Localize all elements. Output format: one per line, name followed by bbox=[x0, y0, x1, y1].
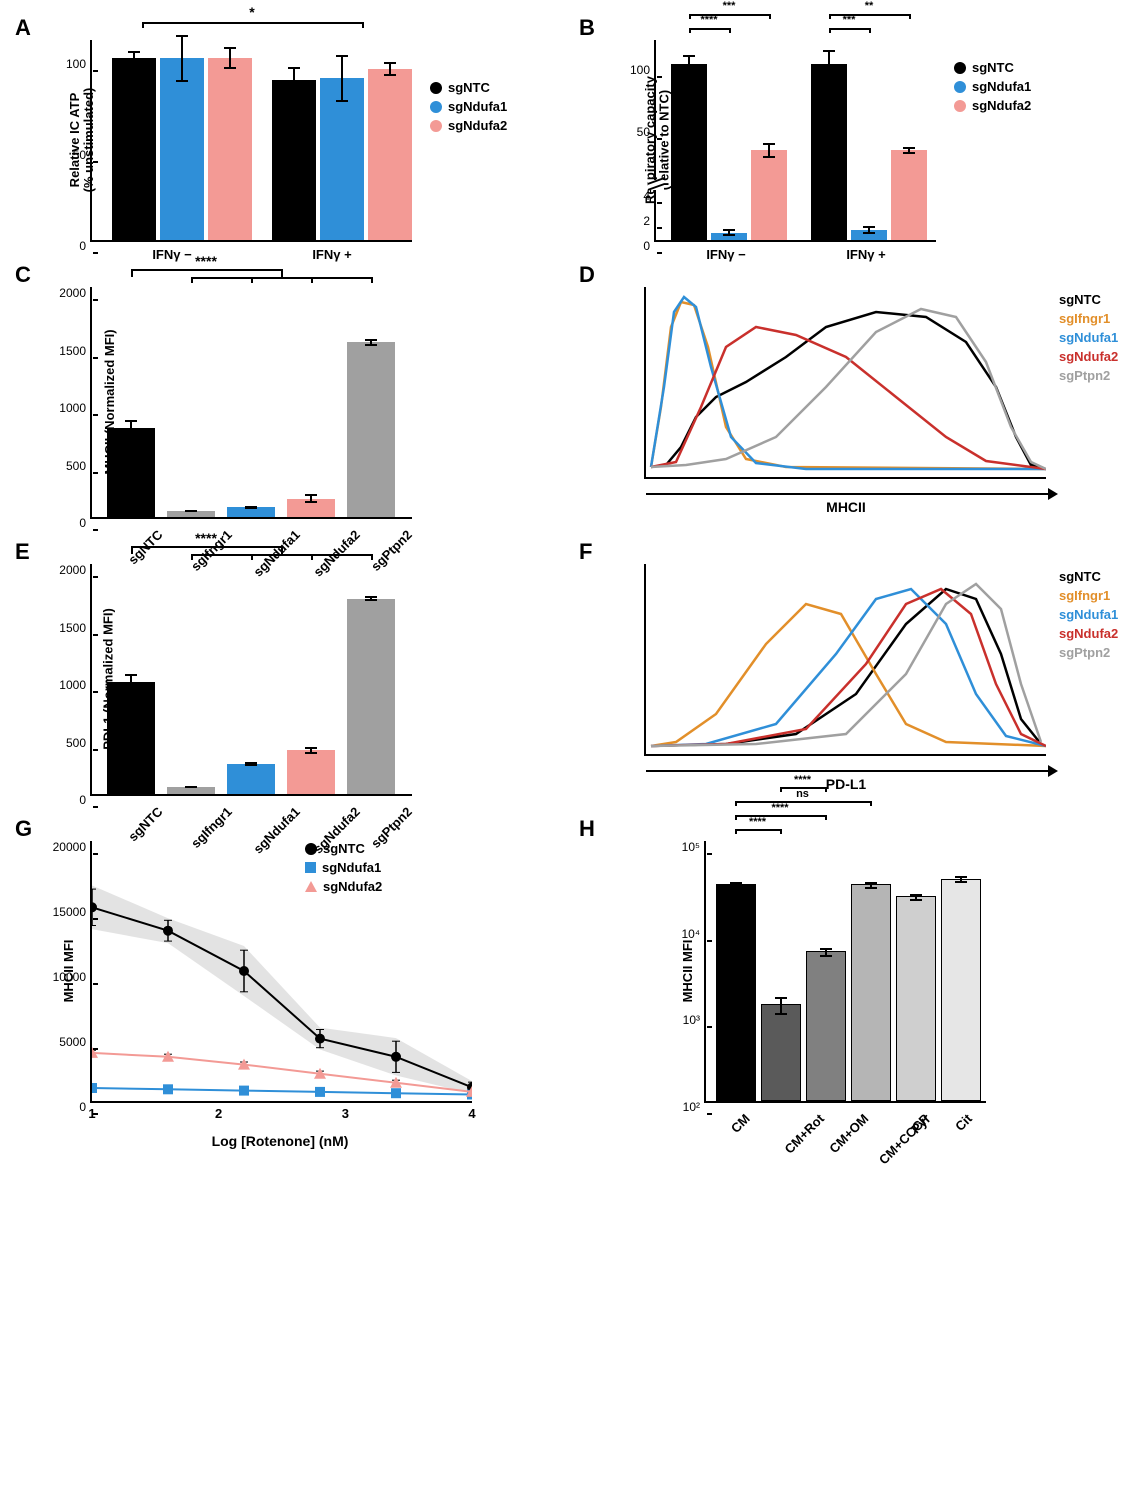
chart-a-area: Relative IC ATP(% unstimulated) 050100IF… bbox=[90, 40, 412, 242]
figure-grid: A Relative IC ATP(% unstimulated) 050100… bbox=[20, 20, 1118, 1103]
legend-item: sgNdufa2 bbox=[430, 118, 507, 133]
legend-item: sgPtpn2 bbox=[1059, 368, 1118, 383]
chart-d-legend: sgNTC sgIfngr1 sgNdufa1 sgNdufa2 sgPtpn2 bbox=[1059, 292, 1118, 387]
legend-item: sgNdufa2 bbox=[1059, 626, 1118, 641]
panel-e: E PDL1 (Normalized MFI) 0500100015002000… bbox=[20, 544, 554, 796]
legend-item: sgNdufa1 bbox=[1059, 607, 1118, 622]
chart-d-axis-arrow bbox=[646, 493, 1056, 495]
panel-label-g: G bbox=[15, 816, 32, 842]
chart-b-legend: sgNTC sgNdufa1 sgNdufa2 bbox=[954, 60, 1031, 117]
panel-label-f: F bbox=[579, 539, 592, 565]
legend-item: sgNdufa1 bbox=[954, 79, 1031, 94]
chart-a-ylabel: Relative IC ATP(% unstimulated) bbox=[68, 88, 97, 193]
panel-g: G MHCII MFI 050001000015000200001234 Log… bbox=[20, 821, 554, 1103]
chart-h-ylabel: MHCII MFI bbox=[680, 940, 695, 1003]
chart-c-area: MHCII (Normalized MFI) 0500100015002000s… bbox=[90, 287, 412, 519]
chart-f-legend: sgNTC sgIfngr1 sgNdufa1 sgNdufa2 sgPtpn2 bbox=[1059, 569, 1118, 664]
chart-d-xlabel: MHCII bbox=[646, 499, 1046, 515]
panel-h: H MHCII MFI 10²10³10⁴10⁵CMCM+RotCM+OMCM+… bbox=[584, 821, 1118, 1103]
legend-item: sgNTC bbox=[1059, 292, 1118, 307]
chart-h-area: MHCII MFI 10²10³10⁴10⁵CMCM+RotCM+OMCM+CC… bbox=[704, 841, 986, 1103]
panel-b: B Respiratory capacity(relative to NTC) … bbox=[584, 20, 1118, 242]
legend-item: sgNTC bbox=[954, 60, 1031, 75]
chart-f-axis-arrow bbox=[646, 770, 1056, 772]
chart-d-svg bbox=[646, 287, 1046, 477]
legend-item: sgNdufa1 bbox=[1059, 330, 1118, 345]
chart-g-area: MHCII MFI 050001000015000200001234 bbox=[90, 841, 472, 1103]
legend-item: sgNTC bbox=[305, 841, 382, 856]
panel-d: D MHCII sgNTCsgIfngr1sgNdufa1sgNdufa2sgP… bbox=[584, 267, 1118, 519]
chart-d-area: MHCII bbox=[644, 287, 1046, 479]
chart-e-area: PDL1 (Normalized MFI) 0500100015002000sg… bbox=[90, 564, 412, 796]
legend-item: sgNTC bbox=[1059, 569, 1118, 584]
panel-label-c: C bbox=[15, 262, 31, 288]
legend-item: sgNdufa2 bbox=[1059, 349, 1118, 364]
panel-f: F PD-L1 sgNTCsgIfngr1sgNdufa1sgNdufa2sgP… bbox=[584, 544, 1118, 796]
legend-item: sgNdufa2 bbox=[305, 879, 382, 894]
legend-item: sgIfngr1 bbox=[1059, 311, 1118, 326]
chart-g-legend: sgNTC sgNdufa1 sgNdufa2 bbox=[305, 841, 382, 898]
chart-b-area: Respiratory capacity(relative to NTC) 02… bbox=[654, 40, 936, 242]
legend-item: sgPtpn2 bbox=[1059, 645, 1118, 660]
chart-g-xlabel: Log [Rotenone] (nM) bbox=[90, 1133, 470, 1149]
chart-g-svg bbox=[92, 841, 472, 1101]
panel-label-d: D bbox=[579, 262, 595, 288]
chart-a-legend: sgNTC sgNdufa1 sgNdufa2 bbox=[430, 80, 507, 137]
legend-item: sgNdufa2 bbox=[954, 98, 1031, 113]
legend-item: sgNdufa1 bbox=[430, 99, 507, 114]
legend-item: sgNdufa1 bbox=[305, 860, 382, 875]
legend-item: sgNTC bbox=[430, 80, 507, 95]
chart-f-area: PD-L1 bbox=[644, 564, 1046, 756]
chart-f-svg bbox=[646, 564, 1046, 754]
panel-label-a: A bbox=[15, 15, 31, 41]
panel-a: A Relative IC ATP(% unstimulated) 050100… bbox=[20, 20, 554, 242]
legend-item: sgIfngr1 bbox=[1059, 588, 1118, 603]
panel-label-h: H bbox=[579, 816, 595, 842]
panel-label-b: B bbox=[579, 15, 595, 41]
panel-label-e: E bbox=[15, 539, 30, 565]
panel-c: C MHCII (Normalized MFI) 050010001500200… bbox=[20, 267, 554, 519]
